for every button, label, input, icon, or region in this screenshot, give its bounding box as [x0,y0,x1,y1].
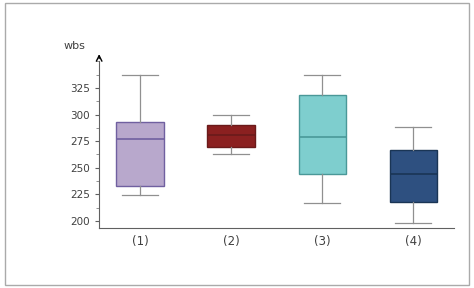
Text: (3): (3) [314,235,330,248]
Bar [390,150,437,202]
Text: (4): (4) [405,235,422,248]
Bar [208,125,255,147]
Text: (1): (1) [132,235,148,248]
Bar [299,95,346,174]
Text: (2): (2) [223,235,239,248]
Text: wbs: wbs [64,41,85,51]
Bar [117,122,164,186]
